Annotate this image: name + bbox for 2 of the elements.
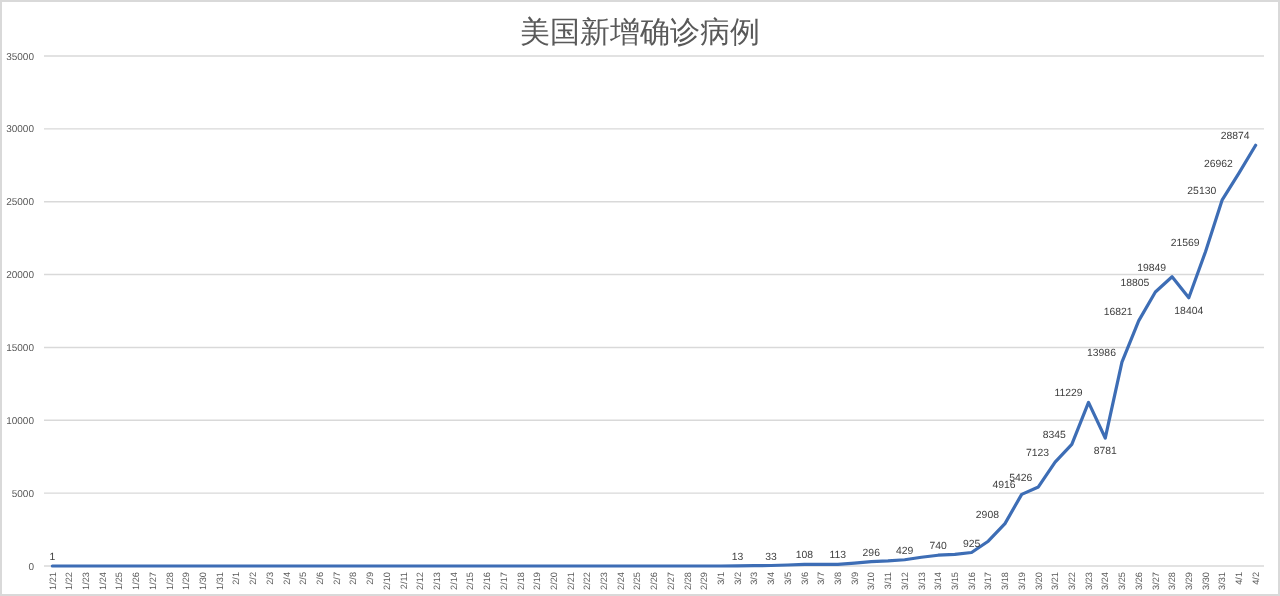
chart-title: 美国新增确诊病例 xyxy=(520,14,760,50)
line-series xyxy=(50,143,1258,568)
